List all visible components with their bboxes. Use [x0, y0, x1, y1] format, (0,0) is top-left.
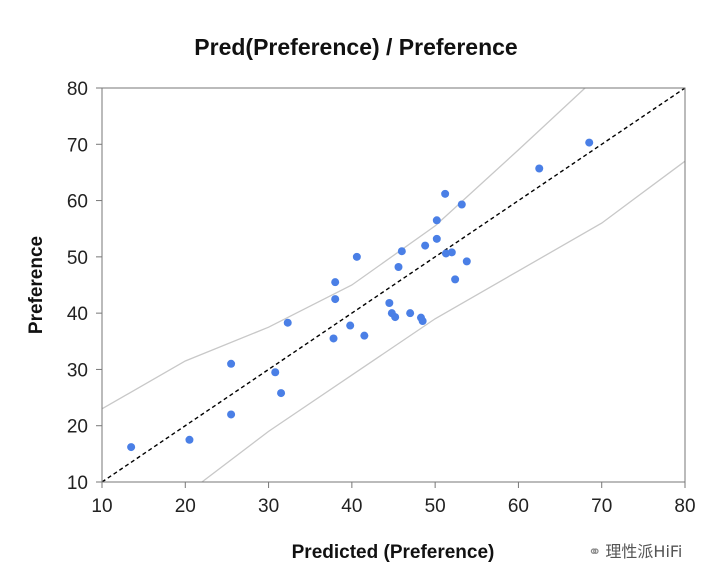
scatter-point [185, 435, 194, 444]
scatter-point [227, 410, 236, 419]
scatter-point [346, 321, 355, 330]
scatter-point [397, 247, 406, 256]
x-axis-ticks: 10 20 30 40 50 60 70 80 [91, 482, 696, 517]
scatter-point [462, 257, 471, 266]
identity-line [101, 87, 686, 483]
scatter-point [447, 248, 456, 257]
band-line-lower [201, 160, 686, 483]
band-line-upper [101, 87, 586, 410]
scatter-point [360, 331, 369, 340]
scatter-point [385, 299, 394, 308]
scatter-point [331, 295, 340, 304]
scatter-point [277, 389, 286, 398]
scatter-point [283, 318, 292, 327]
scatter-point [457, 200, 466, 209]
wechat-icon: ⚭ [588, 542, 602, 561]
scatter-point [451, 275, 460, 284]
x-tick-label: 10 [91, 496, 112, 517]
x-axis-label: Predicted (Preference) [292, 542, 495, 563]
x-tick-label: 30 [258, 496, 279, 517]
plot-frame [101, 87, 686, 483]
watermark: ⚭ 理性派HiFi [588, 538, 682, 562]
y-tick-label: 40 [67, 304, 88, 325]
y-tick-label: 20 [67, 417, 88, 438]
scatter-point [329, 334, 338, 343]
x-tick-label: 50 [425, 496, 446, 517]
scatter-point [394, 262, 403, 271]
x-tick-label: 60 [508, 496, 529, 517]
scatter-point [331, 278, 340, 287]
scatter-point [441, 189, 450, 198]
scatter-point [432, 216, 441, 225]
y-tick-label: 80 [67, 79, 88, 100]
scatter-point [352, 252, 361, 261]
y-tick-label: 50 [67, 248, 88, 269]
band-lines [101, 87, 686, 483]
y-tick-label: 70 [67, 135, 88, 156]
y-tick-label: 30 [67, 360, 88, 381]
scatter-point [432, 234, 441, 243]
scatter-point [271, 368, 280, 377]
y-tick-label: 10 [67, 473, 88, 494]
y-tick-label: 60 [67, 192, 88, 213]
scatter-point [391, 313, 400, 322]
watermark-text: 理性派HiFi [605, 542, 683, 561]
y-axis-ticks: 10 20 30 40 50 60 70 80 [67, 79, 102, 494]
x-tick-label: 20 [175, 496, 196, 517]
scatter-point [406, 309, 415, 318]
chart-title: Pred(Preference) / Preference [194, 34, 517, 60]
x-tick-label: 70 [591, 496, 612, 517]
scatter-point [421, 241, 430, 250]
scatter-point [418, 317, 427, 326]
scatter-point [535, 164, 544, 173]
data-points [127, 138, 594, 452]
scatter-point [585, 138, 594, 147]
x-tick-label: 40 [341, 496, 362, 517]
scatter-point [127, 443, 136, 452]
scatter-point [227, 359, 236, 368]
y-axis-label: Preference [26, 236, 47, 334]
x-tick-label: 80 [674, 496, 695, 517]
